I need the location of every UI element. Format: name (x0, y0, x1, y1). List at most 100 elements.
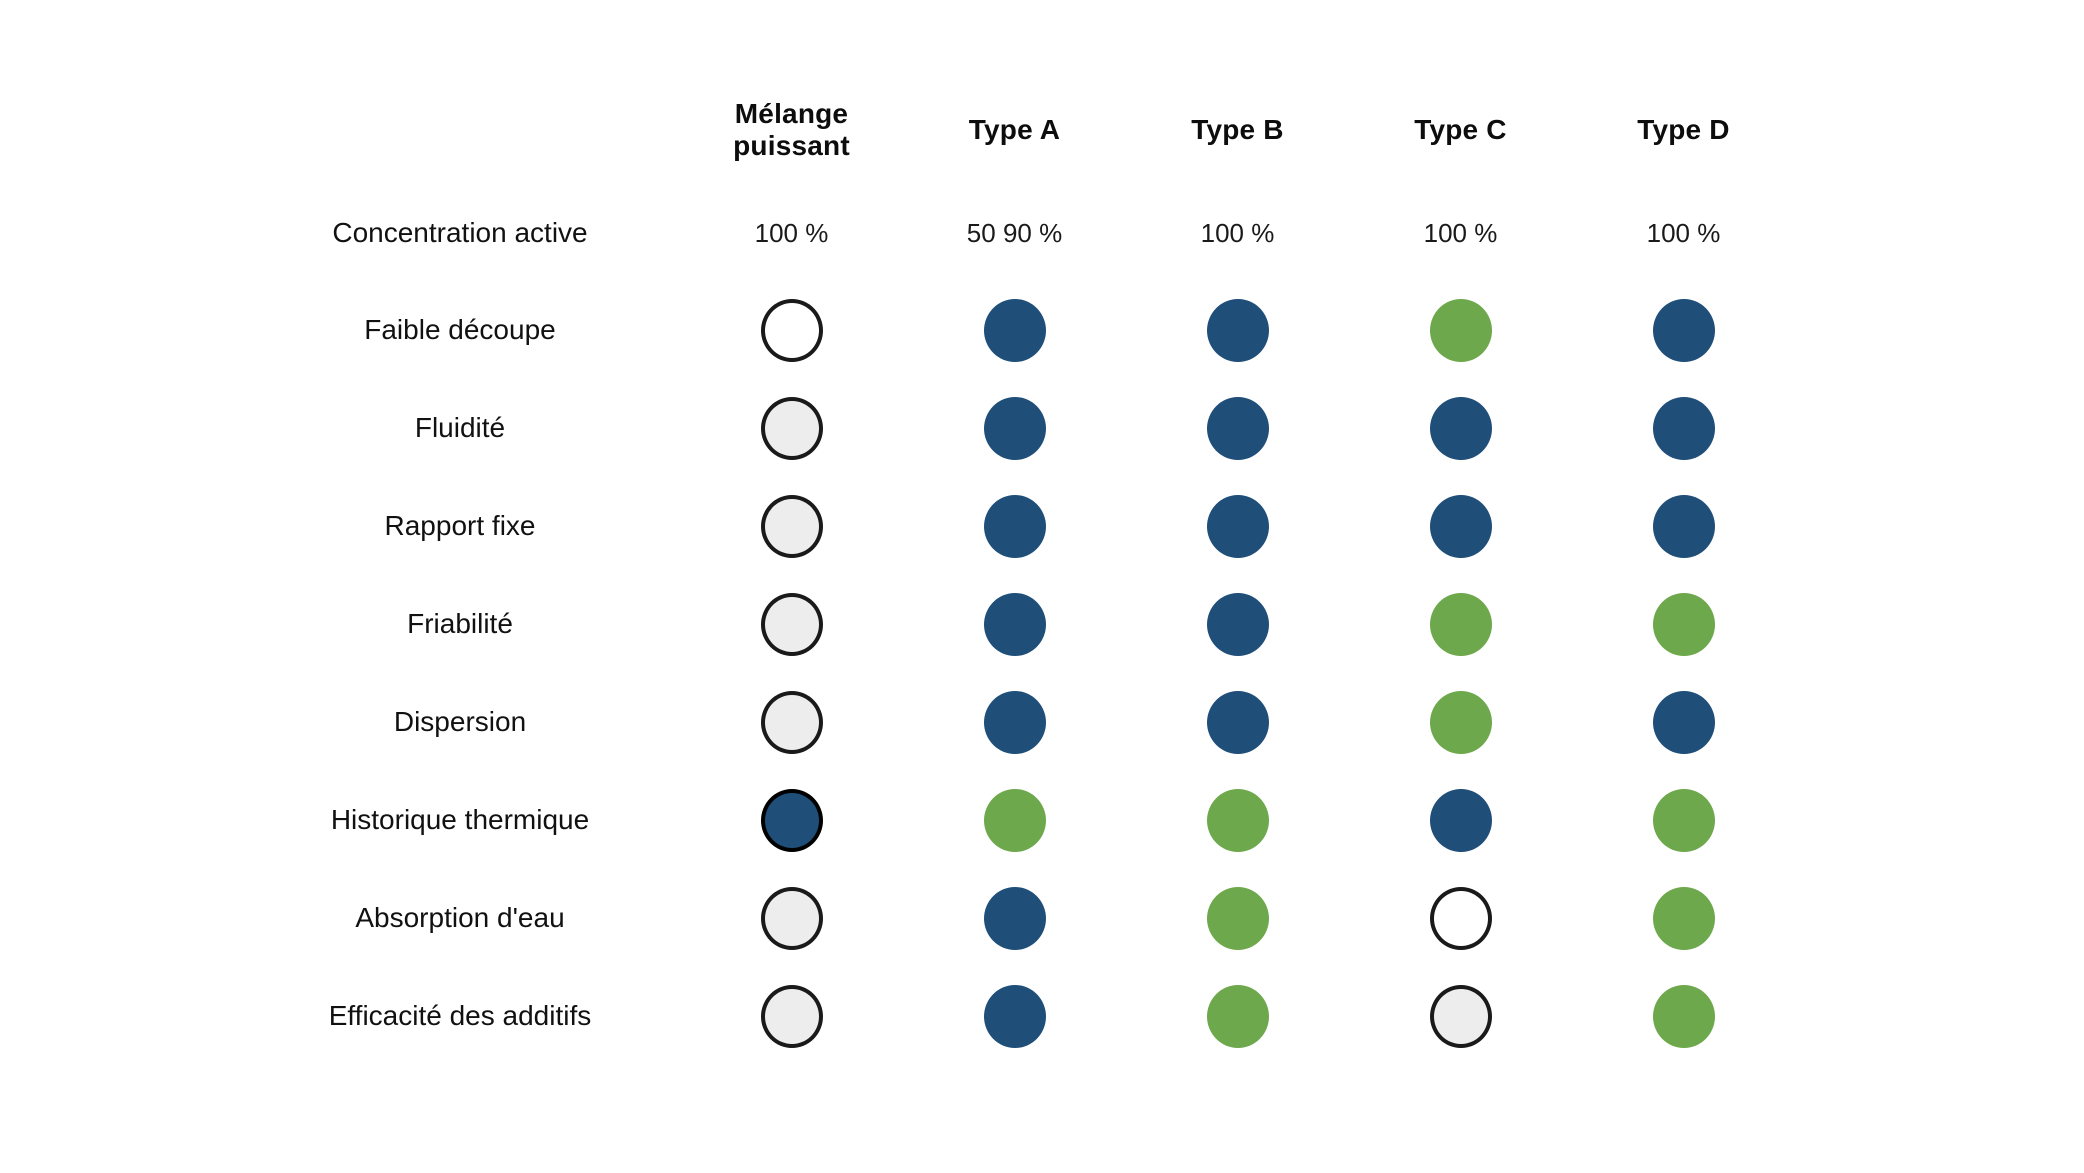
blue-dot-icon (1206, 592, 1269, 656)
rating-cell (1572, 967, 1795, 1065)
rating-cell (903, 379, 1126, 477)
rating-cell (1126, 281, 1349, 379)
rating-cell (1572, 869, 1795, 967)
rating-cell (1126, 771, 1349, 869)
green-dot-icon (1652, 592, 1715, 656)
gray-dot-icon (760, 494, 823, 558)
row-label: Dispersion (393, 705, 527, 737)
rating-cell (1126, 673, 1349, 771)
rating-cell (680, 281, 903, 379)
blue-dot-icon (1206, 298, 1269, 362)
rating-cell (1572, 771, 1795, 869)
blue-dot-icon (983, 690, 1046, 754)
rating-cell (1349, 771, 1572, 869)
rating-cell (903, 967, 1126, 1065)
white-dot-icon (760, 298, 823, 362)
rating-cell (903, 869, 1126, 967)
concentration-value: 100 % (1200, 217, 1275, 248)
row-label: Efficacité des additifs (328, 999, 592, 1031)
rating-cell (1126, 967, 1349, 1065)
rating-cell (1349, 967, 1572, 1065)
blue-dot-icon (983, 298, 1046, 362)
green-dot-icon (1652, 788, 1715, 852)
rating-cell (1572, 281, 1795, 379)
rating-cell (680, 379, 903, 477)
green-dot-icon (1429, 690, 1492, 754)
row-label: Fluidité (414, 411, 506, 443)
concentration-value: 100 % (1423, 217, 1498, 248)
rating-cell (1126, 477, 1349, 575)
rating-cell (903, 477, 1126, 575)
blue-dot-icon (1652, 690, 1715, 754)
green-dot-icon (1206, 886, 1269, 950)
blue-dot-icon (983, 984, 1046, 1048)
navy-outlined-dot-icon (760, 788, 823, 852)
rating-cell (1349, 575, 1572, 673)
rating-cell (1572, 477, 1795, 575)
green-dot-icon (1206, 788, 1269, 852)
row-label: Friabilité (407, 607, 513, 639)
white-dot-icon (1429, 886, 1492, 950)
corner-spacer (240, 85, 680, 175)
gray-dot-icon (760, 396, 823, 460)
rating-cell (1349, 673, 1572, 771)
rating-cell (903, 281, 1126, 379)
column-header-type-d: Type D (1637, 114, 1730, 145)
blue-dot-icon (1429, 788, 1492, 852)
blue-dot-icon (983, 592, 1046, 656)
green-dot-icon (1652, 886, 1715, 950)
rating-cell (1572, 575, 1795, 673)
green-dot-icon (1429, 592, 1492, 656)
rating-cell (1349, 379, 1572, 477)
row-label-concentration-active: Concentration active (332, 216, 588, 248)
gray-dot-icon (760, 592, 823, 656)
blue-dot-icon (1652, 396, 1715, 460)
rating-cell (680, 575, 903, 673)
green-dot-icon (1652, 984, 1715, 1048)
green-dot-icon (1206, 984, 1269, 1048)
column-header-type-b: Type B (1191, 114, 1284, 145)
concentration-value: 50 90 % (966, 217, 1063, 248)
blue-dot-icon (1652, 494, 1715, 558)
rating-cell (680, 771, 903, 869)
gray-dot-icon (1429, 984, 1492, 1048)
row-label: Faible découpe (364, 313, 556, 345)
blue-dot-icon (983, 396, 1046, 460)
rating-cell (903, 575, 1126, 673)
column-header-type-c: Type C (1414, 114, 1507, 145)
row-label: Historique thermique (330, 803, 590, 835)
blue-dot-icon (1206, 494, 1269, 558)
row-label: Rapport fixe (384, 509, 536, 541)
gray-dot-icon (760, 984, 823, 1048)
rating-cell (680, 673, 903, 771)
gray-dot-icon (760, 886, 823, 950)
green-dot-icon (983, 788, 1046, 852)
concentration-value: 100 % (754, 217, 829, 248)
concentration-value: 100 % (1646, 217, 1721, 248)
rating-cell (1349, 281, 1572, 379)
blue-dot-icon (1429, 396, 1492, 460)
rating-cell (680, 967, 903, 1065)
rating-cell (1126, 379, 1349, 477)
row-label: Absorption d'eau (355, 901, 565, 933)
blue-dot-icon (1429, 494, 1492, 558)
comparison-matrix: Mélange puissant Type A Type B Type C Ty… (240, 85, 1795, 1065)
blue-dot-icon (1206, 690, 1269, 754)
rating-cell (1572, 673, 1795, 771)
rating-cell (680, 869, 903, 967)
blue-dot-icon (983, 886, 1046, 950)
gray-dot-icon (760, 690, 823, 754)
column-header-melange-puissant: Mélange puissant (733, 98, 850, 161)
blue-dot-icon (983, 494, 1046, 558)
blue-dot-icon (1206, 396, 1269, 460)
rating-cell (903, 771, 1126, 869)
rating-cell (1126, 575, 1349, 673)
rating-cell (1349, 477, 1572, 575)
column-header-type-a: Type A (968, 114, 1061, 145)
blue-dot-icon (1652, 298, 1715, 362)
rating-cell (1572, 379, 1795, 477)
rating-cell (903, 673, 1126, 771)
rating-cell (1349, 869, 1572, 967)
rating-cell (1126, 869, 1349, 967)
